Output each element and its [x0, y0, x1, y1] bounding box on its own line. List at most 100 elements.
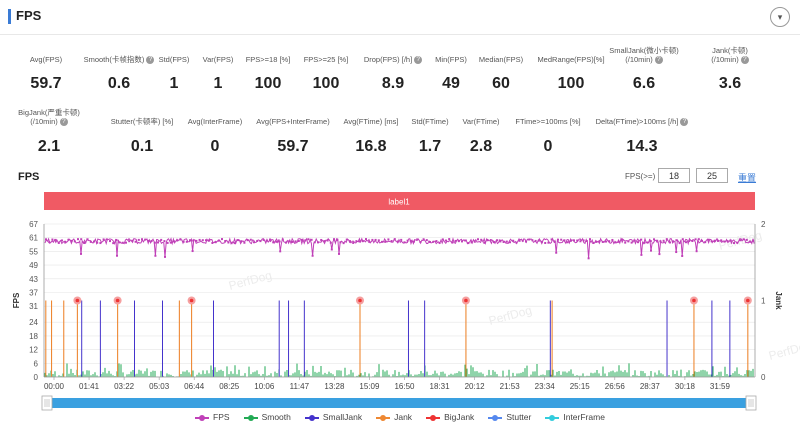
fps-point [566, 241, 569, 244]
help-icon[interactable]: ? [680, 118, 689, 127]
legend-swatch-icon [304, 414, 319, 421]
y-tick-label: 67 [29, 220, 38, 229]
fps-point [294, 240, 297, 243]
metric-value: 60 [492, 75, 510, 92]
bigjank-dot [464, 298, 468, 303]
fps-dip-point [311, 254, 314, 257]
metric-value: 0.6 [107, 75, 131, 92]
help-icon[interactable]: ? [654, 56, 663, 65]
fps-dip-point [695, 250, 698, 253]
fps-point [429, 240, 431, 243]
metric-value: 100 [557, 75, 585, 92]
fps-point [185, 240, 188, 243]
metric-2: Std(FPS) 1 [114, 55, 234, 92]
fps-point [685, 241, 687, 244]
metric-label-text: SmallJank(微小卡顿) [609, 46, 679, 55]
fps-point [256, 239, 259, 242]
help-icon[interactable]: ? [740, 56, 749, 65]
fps-point [89, 240, 92, 243]
fps-point [240, 240, 243, 243]
fps-point [48, 241, 51, 244]
fps-point [365, 238, 367, 241]
metric-15: Avg(FPS+InterFrame) 59.7 [233, 117, 353, 155]
x-tick-label: 06:44 [184, 382, 205, 391]
help-icon[interactable]: ? [146, 56, 155, 65]
fps-point [704, 241, 707, 244]
fps-dip-point [330, 248, 333, 251]
threshold-input-2[interactable] [696, 168, 728, 183]
legend-label: BigJank [444, 412, 475, 422]
metric-4: FPS>=18 [%] 100 [208, 55, 328, 92]
metric-5: FPS>=25 [%] 100 [266, 55, 386, 92]
metric-19: FTime>=100ms [%] 0 [488, 117, 608, 155]
help-icon[interactable]: ? [59, 118, 68, 127]
metric-label: Avg(FPS+InterFrame) [233, 117, 353, 126]
x-tick-label: 01:41 [79, 382, 100, 391]
legend-item-fps[interactable]: FPS [195, 412, 230, 422]
label-band[interactable] [44, 192, 755, 210]
fps-dip-point [279, 250, 282, 253]
x-tick-label: 15:09 [359, 382, 380, 391]
fps-point [387, 238, 390, 241]
metric-8: Median(FPS) 60 [441, 55, 561, 92]
collapse-chevron-icon[interactable]: ▾ [770, 7, 790, 27]
fps-point [637, 241, 639, 244]
reset-link[interactable]: 重置 [738, 173, 757, 183]
x-tick-label: 26:56 [605, 382, 626, 391]
metric-value: 1 [213, 75, 223, 92]
fps-point [477, 238, 479, 241]
fps-point [61, 239, 63, 242]
fps-point [310, 238, 313, 241]
metric-1: Smooth(卡帧指数)? 0.6 [59, 55, 179, 92]
fps-point [675, 239, 678, 242]
metric-label-text: Drop(FPS) [/h] [363, 55, 413, 64]
fps-dip-point [191, 250, 194, 253]
fps-point [249, 238, 252, 241]
bigjank-dot [115, 298, 120, 303]
legend-swatch-icon [195, 414, 210, 421]
fps-point [537, 239, 540, 242]
x-tick-label: 00:00 [44, 382, 65, 391]
legend-item-smooth[interactable]: Smooth [243, 412, 291, 422]
fps-point [525, 240, 527, 243]
metric-label-text: FPS>=25 [%] [303, 55, 349, 64]
metric-10: SmallJank(微小卡顿) (/10min)? 6.6 [584, 46, 704, 92]
fps-point [243, 241, 246, 244]
fps-point [230, 242, 233, 245]
legend-label: Smooth [261, 412, 291, 422]
y-tick-label: 31 [29, 302, 38, 311]
legend-item-bigjank[interactable]: BigJank [426, 412, 474, 422]
fps-point [233, 242, 236, 245]
fps-point [653, 238, 655, 241]
fps-point [601, 240, 604, 243]
y-axis-title: FPS [12, 292, 21, 308]
fps-point [422, 238, 425, 241]
fps-point [297, 240, 300, 243]
fps-point [611, 238, 614, 241]
fps-point [320, 238, 323, 241]
legend-item-stutter[interactable]: Stutter [488, 412, 531, 422]
zoom-slider-track[interactable] [44, 398, 755, 408]
fps-point [64, 241, 67, 244]
fps-point [128, 240, 131, 243]
watermark: PerfDog [487, 303, 533, 328]
legend-item-smalljank[interactable]: SmallJank [304, 412, 362, 422]
metric-label: FPS>=25 [%] [266, 55, 386, 64]
fps-point [723, 240, 726, 243]
y-tick-label: 6 [34, 359, 39, 368]
metric-label: Avg(FTime) [ms] [311, 117, 431, 126]
y-tick-label: 0 [34, 373, 39, 382]
help-icon[interactable]: ? [414, 56, 423, 65]
fps-point [349, 240, 351, 243]
fps-point [112, 242, 115, 245]
watermark: PerfDog [767, 338, 800, 363]
legend-item-jank[interactable]: Jank [376, 412, 412, 422]
fps-point [390, 240, 393, 243]
fps-point [499, 240, 502, 243]
legend-item-interframe[interactable]: InterFrame [545, 412, 605, 422]
fps-point [409, 239, 412, 242]
threshold-input-1[interactable] [658, 168, 690, 183]
metric-13: Stutter(卡顿率) [%] 0.1 [82, 117, 202, 155]
fps-point [649, 240, 652, 243]
